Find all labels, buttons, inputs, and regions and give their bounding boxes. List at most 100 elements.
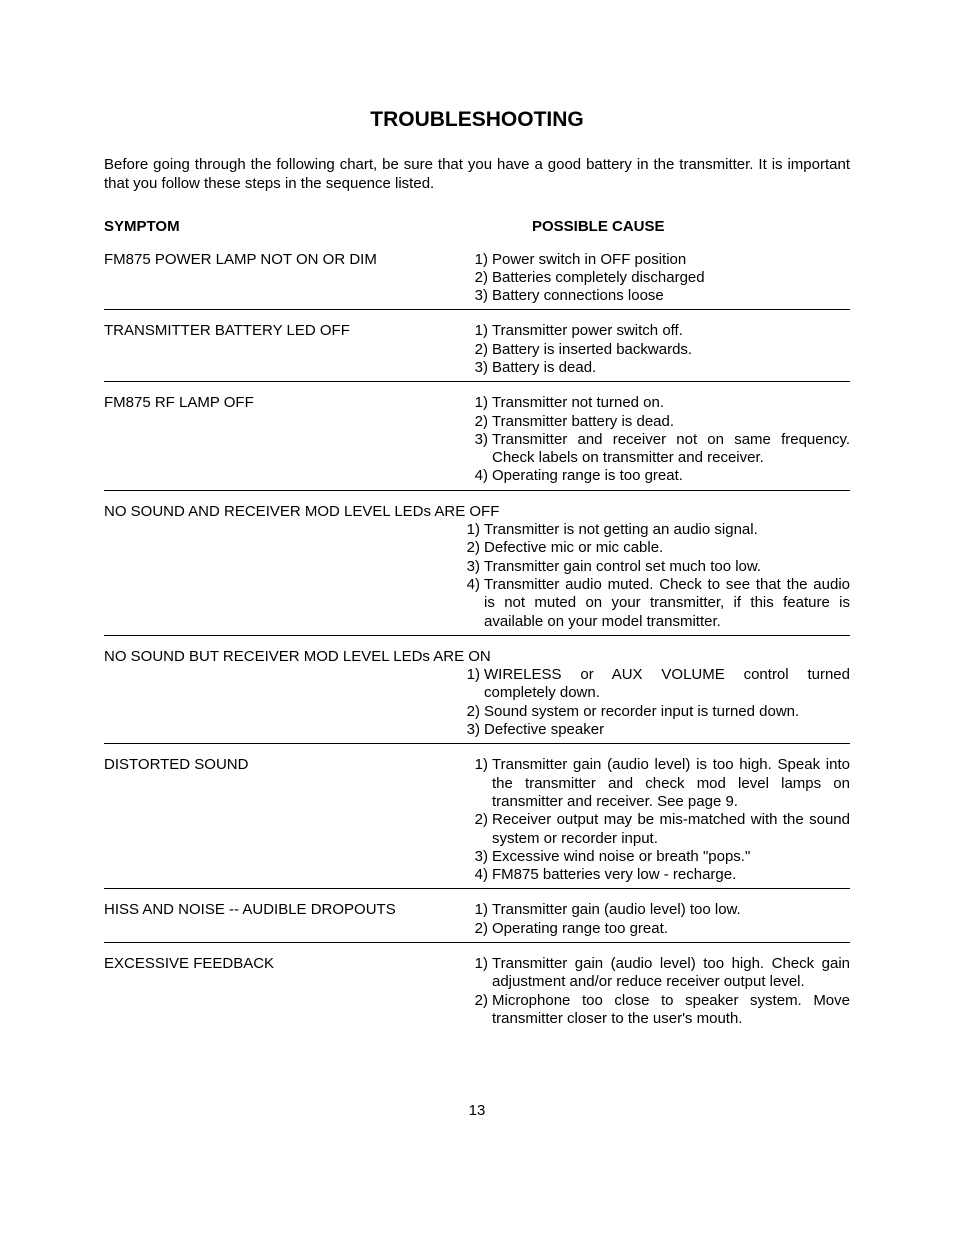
symptom-cell: FM875 RF LAMP OFF — [104, 394, 464, 412]
causes-cell: 1)Transmitter not turned on.2)Transmitte… — [464, 394, 850, 485]
table-row: DISTORTED SOUND1)Transmitter gain (audio… — [104, 756, 850, 889]
cause-number: 4) — [456, 576, 484, 631]
symptom-cell: HISS AND NOISE -- AUDIBLE DROPOUTS — [104, 901, 464, 919]
causes-cell: 1)Transmitter gain (audio level) is too … — [464, 756, 850, 884]
cause-text: Battery is inserted backwards. — [492, 341, 850, 359]
cause-text: Operating range is too great. — [492, 467, 850, 485]
cause-text: Power switch in OFF position — [492, 251, 850, 269]
cause-item: 4)Operating range is too great. — [464, 467, 850, 485]
cause-text: Excessive wind noise or breath "pops." — [492, 848, 850, 866]
cause-number: 2) — [456, 703, 484, 721]
cause-number: 2) — [464, 269, 492, 287]
table-row: HISS AND NOISE -- AUDIBLE DROPOUTS1)Tran… — [104, 901, 850, 943]
cause-item: 2)Battery is inserted backwards. — [464, 341, 850, 359]
table-row: FM875 POWER LAMP NOT ON OR DIM1)Power sw… — [104, 251, 850, 311]
table-row: TRANSMITTER BATTERY LED OFF1)Transmitter… — [104, 322, 850, 382]
cause-item: 1)Transmitter gain (audio level) too low… — [464, 901, 850, 919]
causes-cell: 1)Transmitter power switch off.2)Battery… — [464, 322, 850, 377]
cause-text: Transmitter is not getting an audio sign… — [484, 521, 850, 539]
cause-number: 2) — [464, 992, 492, 1029]
cause-item: 1)Transmitter not turned on. — [464, 394, 850, 412]
cause-number: 3) — [464, 431, 492, 468]
intro-paragraph: Before going through the following chart… — [104, 156, 850, 194]
cause-item: 1)Transmitter power switch off. — [464, 322, 850, 340]
header-symptom: SYMPTOM — [104, 218, 456, 235]
cause-text: Transmitter and receiver not on same fre… — [492, 431, 850, 468]
cause-number: 1) — [456, 666, 484, 703]
cause-item: 1)Power switch in OFF position — [464, 251, 850, 269]
cause-text: WIRELESS or AUX VOLUME control turned co… — [484, 666, 850, 703]
cause-item: 3)Defective speaker — [456, 721, 850, 739]
cause-item: 3)Transmitter and receiver not on same f… — [464, 431, 850, 468]
cause-text: FM875 batteries very low - recharge. — [492, 866, 850, 884]
table-row: EXCESSIVE FEEDBACK1)Transmitter gain (au… — [104, 955, 850, 1032]
cause-item: 3)Battery connections loose — [464, 287, 850, 305]
cause-number: 1) — [464, 901, 492, 919]
cause-number: 2) — [464, 920, 492, 938]
table-header-row: SYMPTOM POSSIBLE CAUSE — [104, 218, 850, 235]
cause-text: Transmitter gain (audio level) is too hi… — [492, 756, 850, 811]
causes-cell: 1)Power switch in OFF position2)Batterie… — [464, 251, 850, 306]
symptom-cell: NO SOUND AND RECEIVER MOD LEVEL LEDs ARE… — [104, 503, 850, 521]
cause-item: 1)Transmitter gain (audio level) too hig… — [464, 955, 850, 992]
page-number: 13 — [0, 1102, 954, 1119]
cause-number: 1) — [464, 322, 492, 340]
cause-item: 3)Excessive wind noise or breath "pops." — [464, 848, 850, 866]
cause-number: 4) — [464, 467, 492, 485]
cause-number: 1) — [464, 955, 492, 992]
cause-item: 2)Microphone too close to speaker system… — [464, 992, 850, 1029]
symptom-cell: NO SOUND BUT RECEIVER MOD LEVEL LEDs ARE… — [104, 648, 850, 666]
symptom-cell: TRANSMITTER BATTERY LED OFF — [104, 322, 464, 340]
cause-text: Microphone too close to speaker system. … — [492, 992, 850, 1029]
causes-cell: 1)Transmitter gain (audio level) too low… — [464, 901, 850, 938]
cause-text: Receiver output may be mis-matched with … — [492, 811, 850, 848]
table-body: FM875 POWER LAMP NOT ON OR DIM1)Power sw… — [104, 251, 850, 1033]
cause-text: Transmitter gain (audio level) too high.… — [492, 955, 850, 992]
cause-item: 4)Transmitter audio muted. Check to see … — [456, 576, 850, 631]
cause-item: 2)Transmitter battery is dead. — [464, 413, 850, 431]
cause-text: Transmitter gain control set much too lo… — [484, 558, 850, 576]
cause-item: 1)Transmitter is not getting an audio si… — [456, 521, 850, 539]
table-row: FM875 RF LAMP OFF1)Transmitter not turne… — [104, 394, 850, 490]
cause-text: Sound system or recorder input is turned… — [484, 703, 850, 721]
cause-number: 2) — [464, 341, 492, 359]
cause-number: 1) — [464, 756, 492, 811]
cause-text: Transmitter battery is dead. — [492, 413, 850, 431]
cause-item: 2)Receiver output may be mis-matched wit… — [464, 811, 850, 848]
cause-text: Batteries completely discharged — [492, 269, 850, 287]
page: TROUBLESHOOTING Before going through the… — [0, 0, 954, 1235]
cause-text: Battery is dead. — [492, 359, 850, 377]
cause-number: 3) — [456, 721, 484, 739]
causes-cell: 1)Transmitter is not getting an audio si… — [456, 521, 850, 631]
table-row: NO SOUND AND RECEIVER MOD LEVEL LEDs ARE… — [104, 503, 850, 636]
cause-number: 3) — [464, 359, 492, 377]
cause-item: 3)Battery is dead. — [464, 359, 850, 377]
cause-item: 1)WIRELESS or AUX VOLUME control turned … — [456, 666, 850, 703]
cause-text: Transmitter not turned on. — [492, 394, 850, 412]
cause-item: 2)Batteries completely discharged — [464, 269, 850, 287]
cause-text: Defective speaker — [484, 721, 850, 739]
symptom-cell: DISTORTED SOUND — [104, 756, 464, 774]
table-row: NO SOUND BUT RECEIVER MOD LEVEL LEDs ARE… — [104, 648, 850, 744]
cause-item: 1)Transmitter gain (audio level) is too … — [464, 756, 850, 811]
cause-item: 2)Sound system or recorder input is turn… — [456, 703, 850, 721]
cause-item: 2)Defective mic or mic cable. — [456, 539, 850, 557]
cause-text: Operating range too great. — [492, 920, 850, 938]
causes-cell: 1)Transmitter gain (audio level) too hig… — [464, 955, 850, 1028]
cause-text: Transmitter audio muted. Check to see th… — [484, 576, 850, 631]
cause-number: 2) — [464, 811, 492, 848]
cause-number: 2) — [456, 539, 484, 557]
symptom-cell: FM875 POWER LAMP NOT ON OR DIM — [104, 251, 464, 269]
cause-text: Transmitter gain (audio level) too low. — [492, 901, 850, 919]
cause-text: Transmitter power switch off. — [492, 322, 850, 340]
cause-item: 3)Transmitter gain control set much too … — [456, 558, 850, 576]
cause-number: 1) — [456, 521, 484, 539]
header-cause: POSSIBLE CAUSE — [456, 218, 850, 235]
causes-cell: 1)WIRELESS or AUX VOLUME control turned … — [456, 666, 850, 739]
cause-text: Battery connections loose — [492, 287, 850, 305]
cause-number: 1) — [464, 394, 492, 412]
cause-number: 4) — [464, 866, 492, 884]
cause-number: 3) — [456, 558, 484, 576]
cause-number: 1) — [464, 251, 492, 269]
cause-item: 4)FM875 batteries very low - recharge. — [464, 866, 850, 884]
